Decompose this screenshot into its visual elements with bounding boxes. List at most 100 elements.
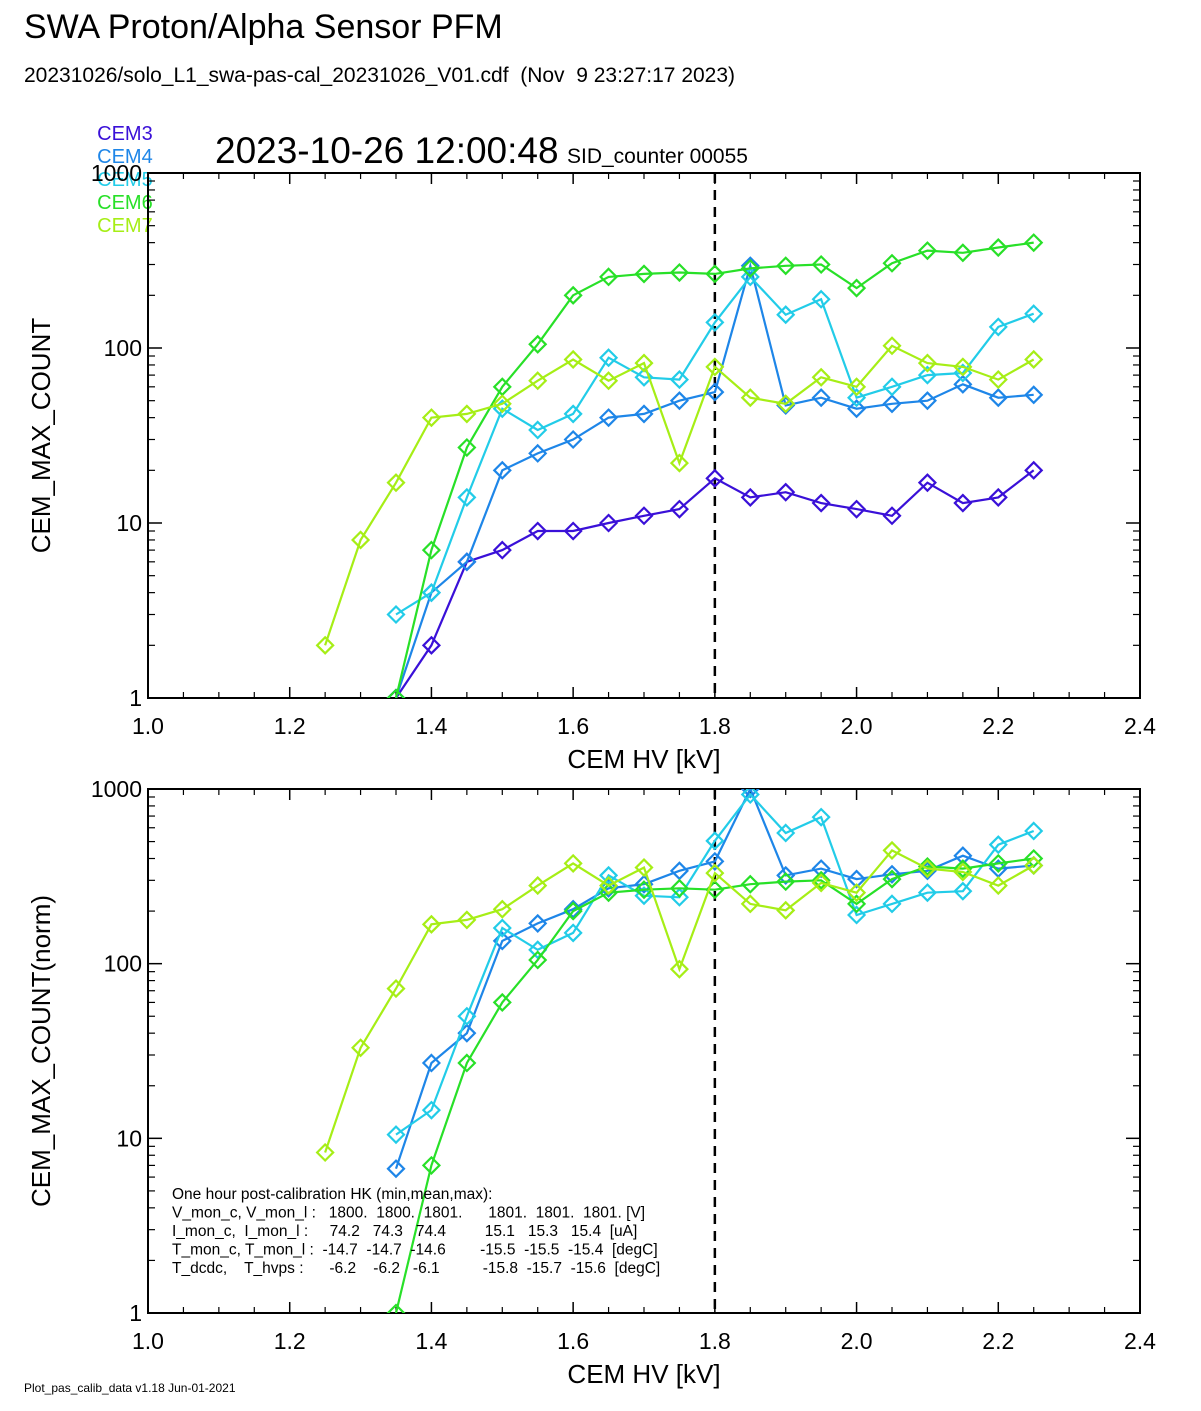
- y-tick-label: 10: [116, 510, 142, 536]
- marker-cem5: [917, 883, 937, 903]
- marker-cem6: [953, 243, 973, 263]
- x-tick-label: 2.4: [1124, 1328, 1156, 1354]
- marker-cem3: [705, 468, 725, 488]
- marker-cem4: [740, 256, 760, 276]
- marker-cem5: [634, 367, 654, 387]
- marker-cem6: [386, 1303, 406, 1313]
- hk-line: I_mon_c, I_mon_l : 74.2 74.3 74.4 15.1 1…: [172, 1223, 637, 1240]
- marker-cem3: [953, 493, 973, 513]
- marker-cem7: [740, 894, 760, 914]
- marker-cem4: [811, 859, 831, 879]
- marker-cem7: [705, 357, 725, 377]
- marker-cem7: [421, 914, 441, 934]
- marker-cem4: [421, 1053, 441, 1073]
- marker-cem6: [528, 950, 548, 970]
- marker-cem3: [634, 506, 654, 526]
- marker-cem3: [528, 521, 548, 541]
- hk-line: V_mon_c, V_mon_l : 1800. 1800. 1801. 180…: [172, 1205, 645, 1222]
- y-axis-label: CEM_MAX_COUNT(norm): [26, 895, 56, 1207]
- y-axis-label: CEM_MAX_COUNT: [26, 318, 56, 554]
- page-title: SWA Proton/Alpha Sensor PFM: [24, 8, 503, 46]
- series-line-cem5: [395, 275, 1035, 616]
- chart-bottom: 1.0 1.2 1.4 1.6 1.8 2.0 2.2 2.4 1 10 100 1000 CEM HV…: [26, 776, 1156, 1389]
- marker-cem7: [1024, 349, 1044, 370]
- marker-cem5: [705, 831, 725, 851]
- marker-cem6: [917, 856, 937, 877]
- marker-cem5: [882, 377, 902, 397]
- marker-cem5: [1024, 821, 1044, 841]
- marker-cem6: [386, 688, 406, 698]
- marker-cem7: [776, 900, 796, 920]
- marker-cem6: [988, 237, 1008, 258]
- marker-cem4: [634, 404, 654, 424]
- legend-item-cem3: CEM3: [97, 123, 153, 145]
- marker-cem4: [669, 391, 689, 411]
- marker-cem7: [811, 367, 831, 387]
- marker-cem5: [811, 807, 831, 827]
- marker-cem5: [386, 604, 406, 625]
- marker-cem6: [847, 894, 867, 914]
- x-tick-label: 2.2: [982, 1328, 1014, 1354]
- marker-cem5: [386, 1125, 406, 1145]
- marker-cem4: [917, 391, 937, 411]
- x-tick-label: 1.8: [699, 713, 731, 739]
- x-tick-label: 1.0: [132, 713, 164, 739]
- marker-cem7: [563, 349, 583, 370]
- marker-cem7: [563, 853, 583, 873]
- marker-cem4: [528, 913, 548, 933]
- x-tick-label: 2.4: [1124, 713, 1156, 739]
- marker-cem5: [669, 887, 689, 907]
- marker-cem4: [882, 394, 902, 414]
- marker-cem4: [563, 429, 583, 450]
- marker-cem6: [634, 264, 654, 284]
- marker-cem7: [528, 371, 548, 391]
- series-line-cem4: [394, 789, 1034, 1170]
- marker-cem4: [847, 869, 867, 889]
- marker-cem7: [351, 530, 371, 550]
- marker-cem7: [669, 453, 689, 473]
- legend-item-cem7: CEM7: [97, 215, 153, 237]
- marker-cem5: [988, 317, 1008, 337]
- marker-cem5: [988, 835, 1008, 855]
- marker-cem3: [421, 635, 441, 655]
- y-tick-label: 1000: [91, 776, 142, 802]
- marker-cem6: [492, 992, 512, 1012]
- marker-cem7: [457, 404, 477, 424]
- marker-cem4: [882, 864, 902, 884]
- marker-cem7: [386, 979, 406, 999]
- marker-cem3: [599, 513, 619, 533]
- y-tick-label: 1: [129, 685, 142, 711]
- timestamp: 2023-10-26 12:00:48: [215, 130, 559, 171]
- x-tick-label: 1.6: [557, 713, 589, 739]
- marker-cem3: [847, 499, 867, 519]
- marker-cem7: [421, 408, 441, 428]
- marker-cem5: [847, 905, 867, 925]
- hk-line: One hour post-calibration HK (min,mean,m…: [172, 1186, 492, 1203]
- marker-cem7: [847, 377, 867, 397]
- marker-cem7: [953, 862, 973, 882]
- marker-cem4: [776, 865, 796, 885]
- plot-frame: [147, 172, 1141, 699]
- marker-cem6: [847, 278, 867, 298]
- marker-cem3: [988, 487, 1008, 507]
- footer-version: Plot_pas_calib_data v1.18 Jun-01-2021: [24, 1381, 236, 1395]
- marker-cem4: [1024, 385, 1044, 405]
- hk-note: One hour post-calibration HK (min,mean,m…: [172, 1186, 660, 1277]
- series-line-cem3: [395, 469, 1035, 698]
- marker-cem6: [599, 267, 619, 287]
- y-tick-label: 100: [104, 335, 142, 361]
- marker-cem3: [492, 540, 512, 560]
- marker-cem3: [776, 482, 796, 502]
- marker-cem4: [705, 851, 725, 871]
- marker-cem3: [917, 473, 937, 493]
- marker-cem4: [988, 388, 1008, 408]
- marker-cem7: [1024, 855, 1044, 876]
- marker-cem6: [563, 285, 583, 305]
- x-tick-label: 1.6: [557, 1328, 589, 1354]
- marker-cem6: [882, 869, 902, 889]
- y-tick-label: 10: [116, 1125, 142, 1151]
- marker-cem6: [740, 258, 760, 278]
- marker-cem3: [811, 493, 831, 513]
- marker-cem5: [882, 894, 902, 914]
- marker-cem4: [528, 443, 548, 463]
